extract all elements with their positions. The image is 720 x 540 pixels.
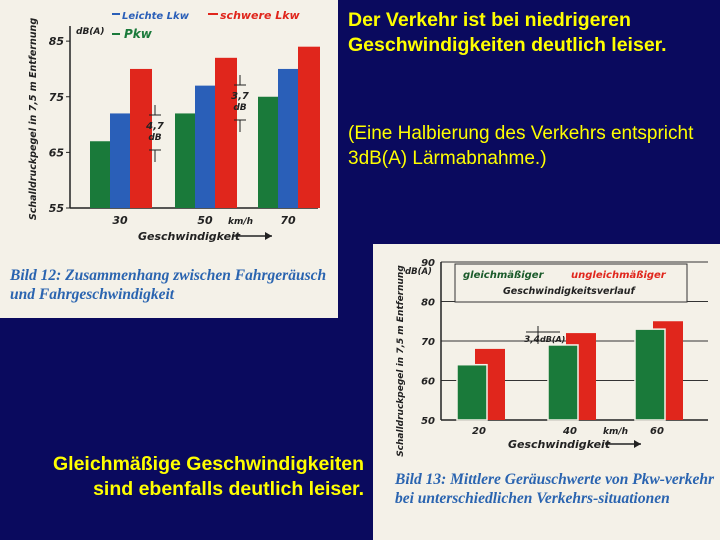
bar-leichte-lkw: [110, 113, 132, 208]
chart-caption: Bild 13: Mittlere Geräuschwerte von Pkw-…: [395, 471, 715, 507]
bar-schwere-lkw: [298, 46, 320, 208]
y-tick-label: 60: [421, 377, 435, 388]
y-tick-label: 70: [421, 337, 435, 348]
bar-pkw: [90, 141, 112, 208]
bar-leichte-lkw: [278, 68, 300, 208]
legend-label-ungleichmaessiger: ungleichmäßiger: [571, 270, 667, 281]
slide-headline: Der Verkehr ist bei niedrigeren Geschwin…: [348, 9, 667, 56]
y-tick-label: 65: [49, 146, 65, 159]
slide-note: (Eine Halbierung des Verkehrs entspricht…: [348, 123, 694, 169]
legend-swatch: [208, 13, 218, 15]
bar-leichte-lkw: [195, 85, 217, 208]
bar-pkw: [258, 96, 280, 208]
annotation-unit: dB: [233, 103, 246, 113]
bar-gleichmaessiger: [634, 328, 666, 421]
y-axis-label: Schalldruckpegel in 7,5 m Entfernung: [28, 18, 39, 220]
slide-bottom-text: Gleichmäßige Geschwindigkeiten sind eben…: [52, 453, 364, 500]
legend-label-pkw: Pkw: [124, 27, 153, 41]
y-tick-label: 50: [421, 416, 435, 427]
x-axis-arrowhead: [265, 232, 272, 240]
y-tick-label: 85: [49, 35, 65, 48]
y-unit-label: dB(A): [76, 27, 105, 37]
chart-caption: Bild 12: Zusammenhang zwischen Fahrgeräu…: [10, 267, 327, 303]
bar-pkw: [175, 113, 197, 208]
annotation-unit: dB: [148, 133, 161, 143]
x-tick-label: 40: [562, 426, 577, 437]
legend-swatch: [112, 13, 120, 15]
bar-gleichmaessiger: [456, 363, 488, 421]
x-tick-label: 70: [280, 214, 296, 227]
legend-label-gleichmaessiger: gleichmäßiger: [463, 270, 545, 281]
annotation-value: 3,4: [524, 335, 540, 345]
bar-schwere-lkw: [130, 68, 152, 208]
x-tick-label: 30: [112, 214, 128, 227]
y-tick-label: 55: [49, 202, 65, 215]
y-tick-label: 80: [421, 298, 435, 309]
x-unit-label: km/h: [228, 217, 253, 227]
x-axis-label: Geschwindigkeit: [508, 438, 611, 451]
legend-box: [454, 263, 688, 303]
annotation-unit: dB(A): [540, 335, 565, 344]
chart-panel-bild-12: 55 65 75 85 dB(A) Schalldruckpegel in 7,5 m E…: [0, 0, 338, 318]
x-tick-label: 50: [197, 214, 213, 227]
legend-label-leichte-lkw: Leichte Lkw: [122, 11, 190, 22]
legend-swatch: [112, 33, 120, 35]
y-tick-label: 90: [421, 258, 435, 269]
annotation-value: 3,7: [231, 91, 249, 102]
x-unit-label: km/h: [603, 427, 628, 437]
bar-gleichmaessiger: [547, 344, 579, 421]
annotation-value: 4,7: [145, 121, 164, 132]
bar-schwere-lkw: [215, 57, 237, 208]
chart-panel-bild-13: 50 60 70 80 90 dB(A) Schalldruckpegel in 7,5 m…: [373, 244, 720, 540]
legend-label-schwere-lkw: schwere Lkw: [220, 9, 301, 22]
legend-suffix: Geschwindigkeitsverlauf: [503, 286, 637, 297]
y-axis-label: Schalldruckpegel in 7,5 m Entfernung: [396, 265, 406, 457]
y-tick-label: 75: [49, 91, 65, 104]
y-unit-label: dB(A): [405, 267, 432, 277]
x-tick-label: 20: [472, 426, 486, 437]
x-axis-arrowhead: [634, 440, 641, 448]
x-axis-label: Geschwindigkeit: [138, 230, 241, 243]
chart-bild-12: 55 65 75 85 dB(A) Schalldruckpegel in 7,5 m E…: [28, 9, 320, 243]
x-tick-label: 60: [650, 426, 664, 437]
